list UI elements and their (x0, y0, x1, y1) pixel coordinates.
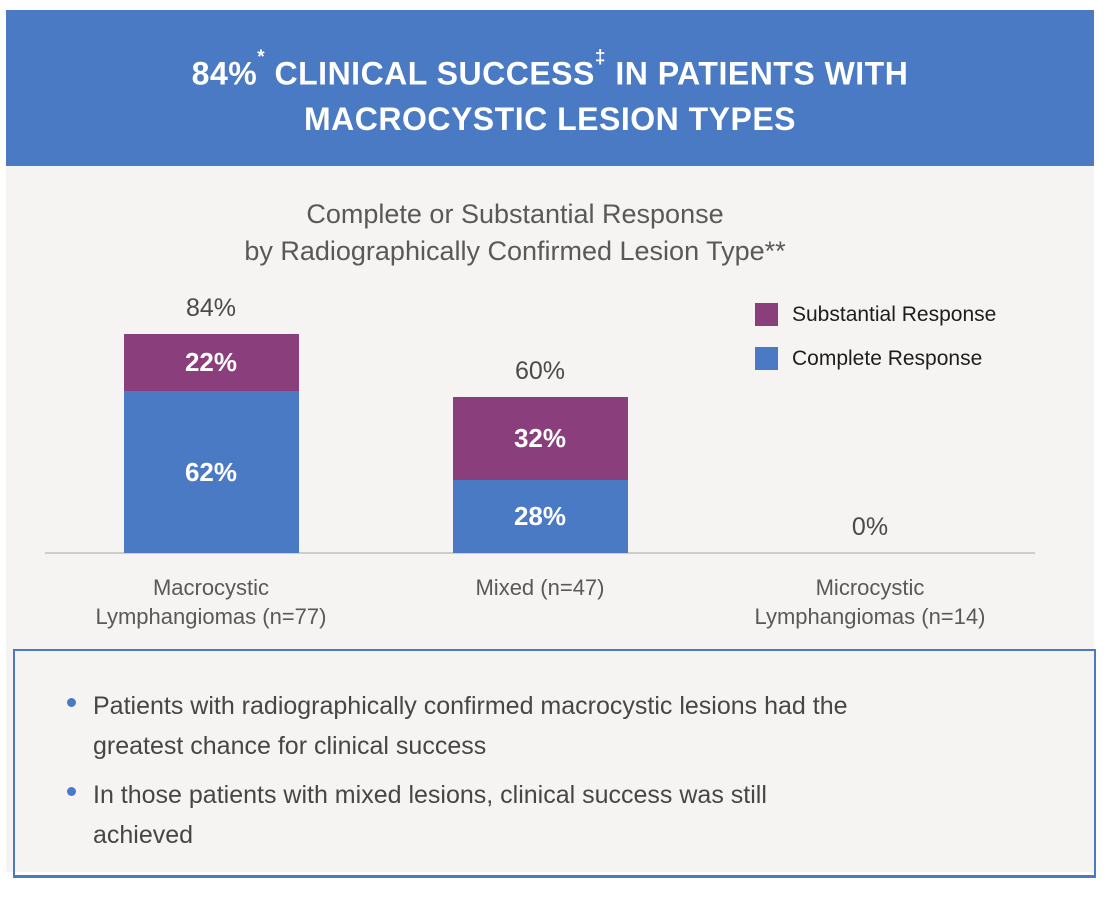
bar-segment-label: 62% (184, 456, 238, 487)
bullet-dot-icon (67, 787, 76, 796)
banner-line1-prefix: 84% (191, 55, 258, 92)
banner-line1-mid: CLINICAL SUCCESS (265, 55, 595, 92)
bar-segment-substantial-response: 32% (452, 397, 628, 480)
bullet-item: Patients with radiographically confirmed… (67, 686, 848, 766)
bar-total-label: 0% (851, 513, 889, 541)
bar-segment-complete-response: 28% (452, 480, 628, 553)
legend-swatch-complete-response (755, 347, 778, 370)
legend-item: Substantial Response (755, 303, 996, 326)
bar-total-label: 60% (514, 356, 566, 385)
bar-segment-complete-response: 62% (123, 391, 299, 553)
bar-segment-label: 32% (513, 423, 567, 453)
bar-segment-label: 28% (513, 501, 567, 531)
category-label: Mixed (n=47) (475, 575, 605, 600)
callout-box (13, 649, 1096, 878)
x-axis-line (45, 552, 1035, 554)
banner-title-line1: 84%* CLINICAL SUCCESS‡ IN PATIENTS WITH (6, 45, 1094, 97)
bullet-text: In those patients with mixed lesions, cl… (93, 781, 767, 849)
banner-line1-suffix: IN PATIENTS WITH (605, 55, 909, 92)
double-dagger-superscript: ‡ (594, 47, 606, 68)
banner-title-line2: MACROCYSTIC LESION TYPES (303, 100, 797, 137)
header-banner: 84%* CLINICAL SUCCESS‡ IN PATIENTS WITH … (6, 10, 1094, 166)
chart-title: Complete or Substantial Response by Radi… (244, 199, 786, 266)
bullet-item: In those patients with mixed lesions, cl… (67, 775, 767, 855)
bullet-text: Patients with radiographically confirmed… (93, 692, 848, 760)
legend-label: Complete Response (792, 346, 983, 370)
bar-total-label: 84% (185, 294, 237, 322)
category-label: Macrocystic Lymphangiomas (n=77) (95, 575, 327, 629)
legend-label: Substantial Response (792, 302, 997, 326)
legend: Substantial Response Complete Response (755, 303, 996, 391)
bullet-dot-icon (67, 698, 76, 707)
asterisk-superscript: * (257, 47, 266, 68)
legend-swatch-substantial-response (755, 303, 778, 326)
category-label: Microcystic Lymphangiomas (n=14) (754, 575, 986, 629)
bar-segment-substantial-response: 22% (123, 334, 299, 391)
bar-segment-label: 22% (184, 347, 238, 377)
legend-item: Complete Response (755, 347, 996, 370)
